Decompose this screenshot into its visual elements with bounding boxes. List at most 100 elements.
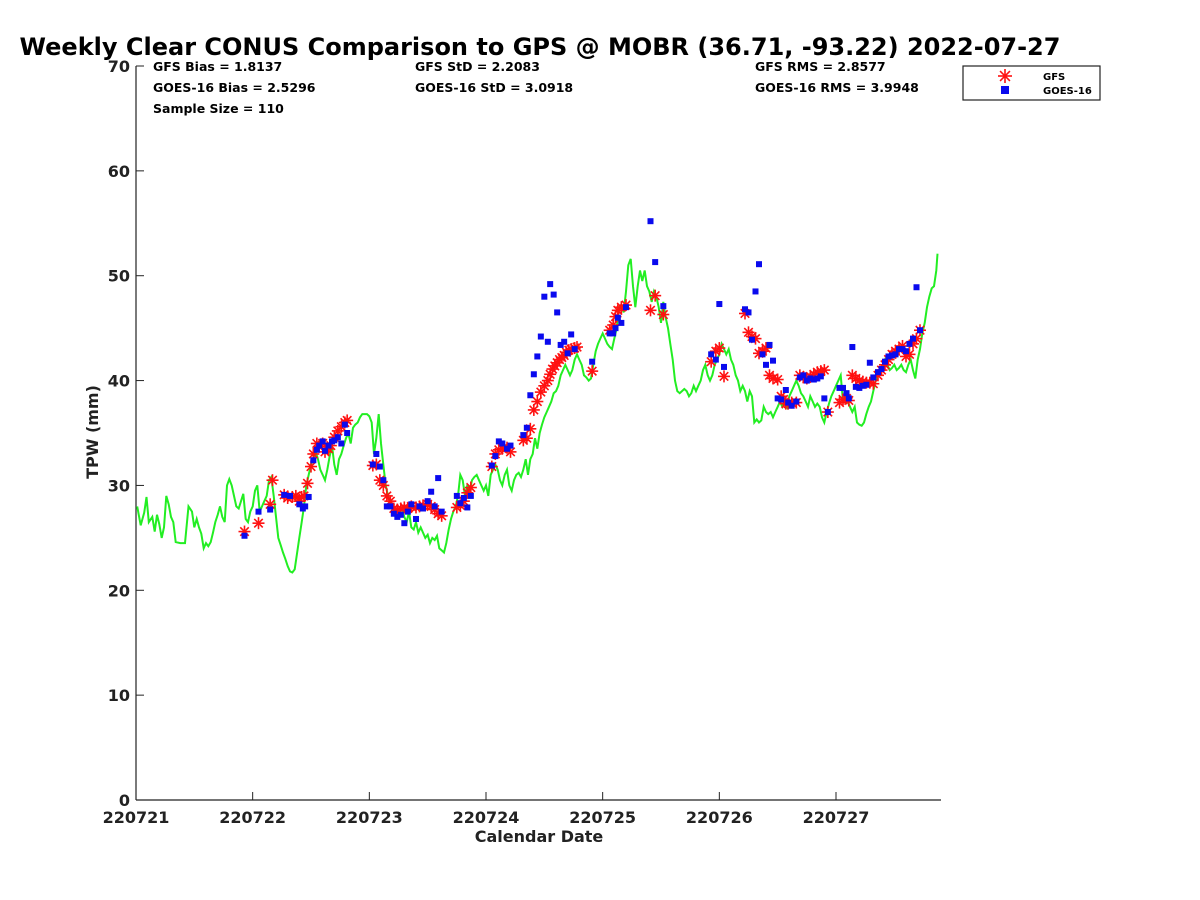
goes16-point xyxy=(322,447,328,454)
goes16-point xyxy=(614,314,621,321)
gfs-point xyxy=(531,395,544,408)
goes16-point xyxy=(537,333,544,340)
gps-line xyxy=(136,253,939,574)
goes16-point xyxy=(492,453,499,460)
goes16-point xyxy=(606,330,613,337)
goes16-point xyxy=(550,291,557,298)
legend-gfs-marker xyxy=(998,69,1012,83)
goes16-point xyxy=(376,463,383,470)
goes16-point xyxy=(408,501,415,508)
x-tick-label: 220725 xyxy=(569,808,636,827)
goes16-point xyxy=(316,442,323,449)
goes16-point xyxy=(325,442,332,449)
x-tick-label: 220727 xyxy=(803,808,870,827)
goes16-point xyxy=(571,346,578,353)
goes16-point xyxy=(849,344,856,351)
legend-goes16-marker xyxy=(1001,86,1009,94)
stat-text: GFS Bias = 1.8137 xyxy=(153,59,282,74)
goes16-point xyxy=(652,259,659,266)
goes16-point xyxy=(712,356,719,363)
goes16-point xyxy=(612,325,619,332)
goes16-point xyxy=(866,359,873,366)
goes16-point xyxy=(716,301,723,308)
y-tick-label: 50 xyxy=(108,267,130,286)
gfs-point xyxy=(818,364,831,377)
y-tick-label: 20 xyxy=(108,581,130,600)
goes16-point xyxy=(527,392,534,399)
goes16-point xyxy=(800,372,807,379)
goes16-point xyxy=(420,505,426,512)
goes16-point xyxy=(561,338,568,345)
goes16-point xyxy=(554,309,561,316)
x-tick-label: 220722 xyxy=(219,808,286,827)
goes16-point xyxy=(428,488,435,495)
goes16-point xyxy=(766,341,773,348)
goes16-point xyxy=(416,503,423,510)
gfs-point xyxy=(252,517,265,530)
x-tick-label: 220726 xyxy=(686,808,753,827)
goes16-point xyxy=(843,390,850,397)
goes16-point xyxy=(313,446,320,453)
stat-text: GOES-16 RMS = 3.9948 xyxy=(755,80,919,95)
goes16-point xyxy=(793,398,800,405)
goes16-point xyxy=(296,501,303,508)
gfs-point xyxy=(767,372,779,385)
goes16-point xyxy=(721,363,727,370)
goes16-point xyxy=(380,477,387,484)
goes16-point xyxy=(302,503,309,510)
goes16-point xyxy=(544,338,551,345)
goes16-point xyxy=(287,492,293,499)
goes16-point xyxy=(457,500,464,507)
goes16-point xyxy=(390,510,397,517)
goes16-point xyxy=(870,374,877,381)
goes16-point xyxy=(453,492,460,499)
goes16-point xyxy=(387,503,394,510)
goes16-point xyxy=(467,492,474,499)
gfs-point xyxy=(867,377,880,390)
gfs-point xyxy=(305,460,317,473)
stat-text: Sample Size = 110 xyxy=(153,101,284,116)
stat-text: GOES-16 StD = 3.0918 xyxy=(415,80,573,95)
goes16-point xyxy=(778,396,785,403)
gfs-point xyxy=(644,304,657,317)
gfs-point xyxy=(649,289,662,302)
goes16-point xyxy=(913,284,920,291)
legend-box xyxy=(962,65,1101,101)
gfs-point xyxy=(301,477,314,490)
goes16-point xyxy=(557,341,564,348)
goes16-point xyxy=(394,513,401,520)
y-tick-label: 60 xyxy=(108,162,130,181)
x-tick-label: 220721 xyxy=(103,808,170,827)
legend: GFS GOES-16 xyxy=(962,65,1101,101)
goes16-point xyxy=(413,515,419,522)
stat-text: GFS StD = 2.2083 xyxy=(415,59,540,74)
goes16-point xyxy=(742,306,748,313)
x-tick-label: 220724 xyxy=(453,808,520,827)
goes16-point xyxy=(460,495,467,502)
goes16-point xyxy=(906,340,913,347)
goes16-point xyxy=(523,424,530,431)
goes16-point xyxy=(817,373,824,380)
goes16-point xyxy=(863,381,870,388)
y-axis-label: TPW (mm) xyxy=(83,385,102,479)
goes16-point xyxy=(708,351,715,358)
goes16-point xyxy=(507,442,514,449)
goes16-point xyxy=(610,330,617,337)
legend-label: GOES-16 xyxy=(1043,86,1092,97)
goes16-point xyxy=(344,430,351,436)
goes16-point xyxy=(431,503,438,510)
stats-block: GFS Bias = 1.8137 GFS StD = 2.2083 GFS RMS… xyxy=(153,59,919,116)
goes16-point xyxy=(763,361,769,368)
y-tick-label: 0 xyxy=(119,791,130,810)
goes16-point xyxy=(547,281,554,288)
x-axis-ticks: 220721 220722 220723 220724 220725 220726 2207… xyxy=(103,792,870,827)
y-tick-label: 70 xyxy=(108,57,130,76)
goes16-point xyxy=(856,384,863,391)
goes16-point xyxy=(267,506,274,513)
goes16-point xyxy=(796,374,803,381)
goes16-point xyxy=(774,395,781,402)
goes16-point xyxy=(770,357,776,364)
goes16-point xyxy=(504,445,510,452)
goes16-point xyxy=(814,375,821,382)
